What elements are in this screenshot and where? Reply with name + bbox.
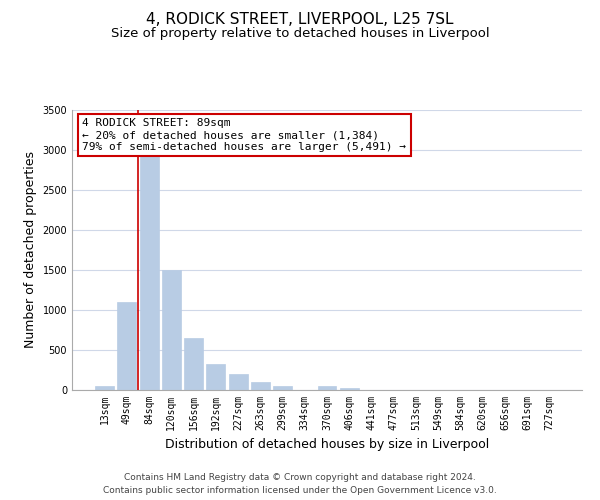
Text: Contains HM Land Registry data © Crown copyright and database right 2024.: Contains HM Land Registry data © Crown c…: [124, 474, 476, 482]
Bar: [140, 154, 158, 390]
Bar: [273, 386, 292, 390]
Bar: [206, 364, 225, 390]
X-axis label: Distribution of detached houses by size in Liverpool: Distribution of detached houses by size …: [165, 438, 489, 452]
Text: 4 RODICK STREET: 89sqm
← 20% of detached houses are smaller (1,384)
79% of semi-: 4 RODICK STREET: 89sqm ← 20% of detached…: [82, 118, 406, 152]
Bar: [162, 270, 181, 390]
Text: Size of property relative to detached houses in Liverpool: Size of property relative to detached ho…: [110, 28, 490, 40]
Bar: [95, 386, 114, 390]
Bar: [317, 386, 337, 390]
Bar: [229, 374, 248, 390]
Bar: [184, 338, 203, 390]
Bar: [118, 302, 136, 390]
Text: Contains public sector information licensed under the Open Government Licence v3: Contains public sector information licen…: [103, 486, 497, 495]
Text: 4, RODICK STREET, LIVERPOOL, L25 7SL: 4, RODICK STREET, LIVERPOOL, L25 7SL: [146, 12, 454, 28]
Bar: [251, 382, 270, 390]
Bar: [340, 388, 359, 390]
Y-axis label: Number of detached properties: Number of detached properties: [24, 152, 37, 348]
